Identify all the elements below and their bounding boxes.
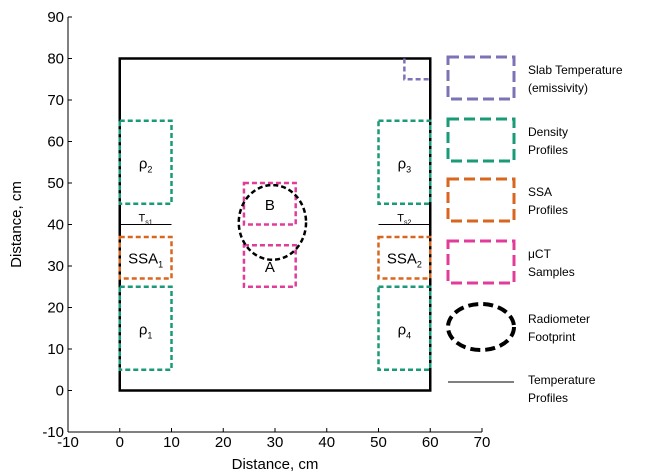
slab-temperature-box [403,58,431,81]
y-tick-label: 10 [47,341,64,358]
x-tick-label: 40 [318,434,335,451]
density-profile-label: ρ1 [139,321,153,340]
y-tick-label: 60 [47,134,64,151]
x-tick-label: 10 [163,434,180,451]
ssa-profile-box [377,235,432,280]
uct-sample-label: B [265,197,275,214]
x-tick-label: -10 [57,434,79,451]
y-tick-label: 30 [47,258,64,275]
density-profile-label: ρ2 [139,155,153,174]
legend-slab-temperature-box [446,55,516,101]
x-tick-label: 50 [370,434,387,451]
ssa-profile-label: SSA1 [128,251,163,270]
legend-radiometer-ellipse [446,302,516,352]
density-profile-label: ρ3 [398,155,412,174]
legend-temperature-label: Temperature [528,373,596,387]
uct-sample-box [242,244,297,288]
y-tick-label: 0 [56,383,64,400]
legend-radiometer-label: Footprint [528,330,576,344]
legend-density-label: Density [528,125,568,139]
legend-slab-temperature-label: (emissivity) [528,81,588,95]
temperature-profile-label: Ts2 [397,213,411,227]
density-profile-box [118,285,173,371]
legend-ssa-label: SSA [528,185,552,199]
legend-density-label: Profiles [528,143,568,157]
y-tick-label: 50 [47,175,64,192]
x-tick-label: 70 [474,434,491,451]
y-tick-label: 70 [47,92,64,109]
x-tick-label: 20 [215,434,232,451]
legend-radiometer-label: Radiometer [528,312,590,326]
density-profile-box [377,285,432,371]
density-profile-box [377,119,432,205]
y-axis-label: Distance, cm [8,181,25,268]
legend-ssa-box [446,177,516,223]
legend-density-box [446,117,516,163]
plot-area: ρ2 ρ1 ρ3 ρ4 Ts1 Ts2 SSA1 SSA2 B A [118,57,432,392]
uct-sample-box [242,181,297,226]
y-tick-label: 80 [47,51,64,68]
x-axis-label: Distance, cm [232,456,319,473]
uct-sample-label: A [265,259,275,276]
legend-ssa-label: Profiles [528,203,568,217]
ssa-profile-label: SSA2 [387,251,422,270]
y-tick-label: -10 [42,424,64,441]
temperature-profile-label: Ts1 [139,213,153,227]
legend-uct-label: Samples [528,265,575,279]
ssa-profile-box [118,235,173,280]
x-tick-label: 60 [422,434,439,451]
x-tick-label: 0 [116,434,124,451]
x-tick-label: 30 [267,434,284,451]
density-profile-label: ρ4 [398,321,412,340]
density-profile-box [118,119,173,205]
y-tick-label: 20 [47,300,64,317]
y-tick-label: 40 [47,217,64,234]
legend-temperature-label: Profiles [528,391,568,405]
radiometer-footprint [237,183,308,262]
axes: -10 0 10 20 30 40 50 60 70 80 90 -10 0 10 20 30 40 50 60 70… [8,9,490,473]
y-tick-label: 90 [47,9,64,26]
legend-uct-label: μCT [528,247,552,261]
legend-slab-temperature-label: Slab Temperature [528,63,623,77]
legend: Slab Temperature (emissivity) Density Profi… [446,55,623,405]
legend-uct-box [446,239,516,285]
